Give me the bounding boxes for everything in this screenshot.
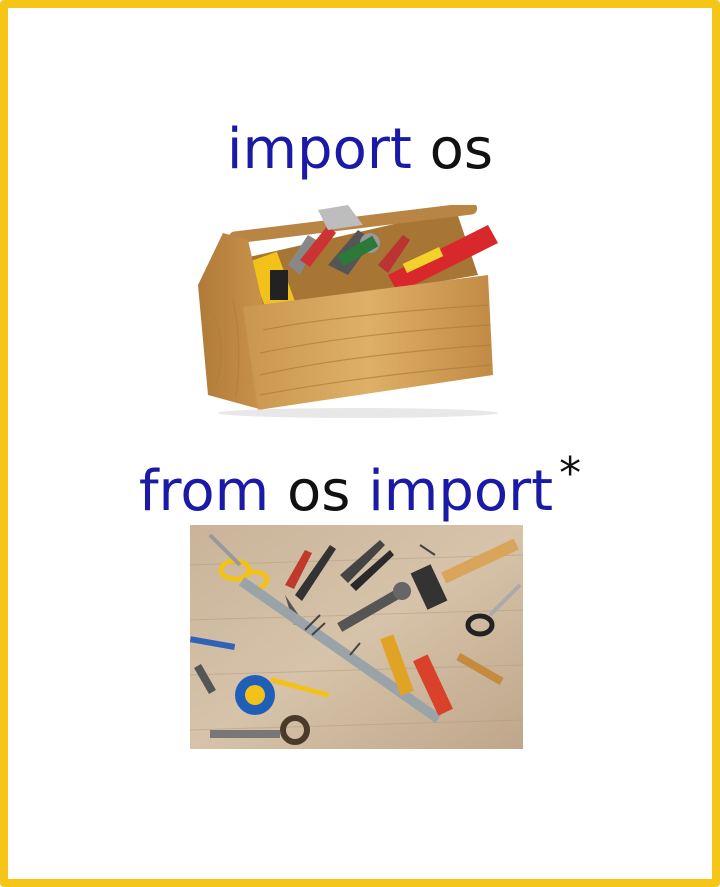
wooden-toolbox-icon — [198, 205, 498, 418]
keyword-import: import — [368, 459, 554, 524]
wildcard-asterisk: * — [559, 448, 582, 499]
keyword-from: from — [138, 459, 270, 524]
caption-from-os-import: from os import * — [0, 442, 720, 524]
module-name: os — [429, 117, 494, 182]
scattered-tools-photo-icon — [190, 525, 523, 749]
caption-import-os: import os — [0, 118, 720, 182]
keyword-import: import — [226, 117, 412, 182]
module-name: os — [286, 459, 351, 524]
